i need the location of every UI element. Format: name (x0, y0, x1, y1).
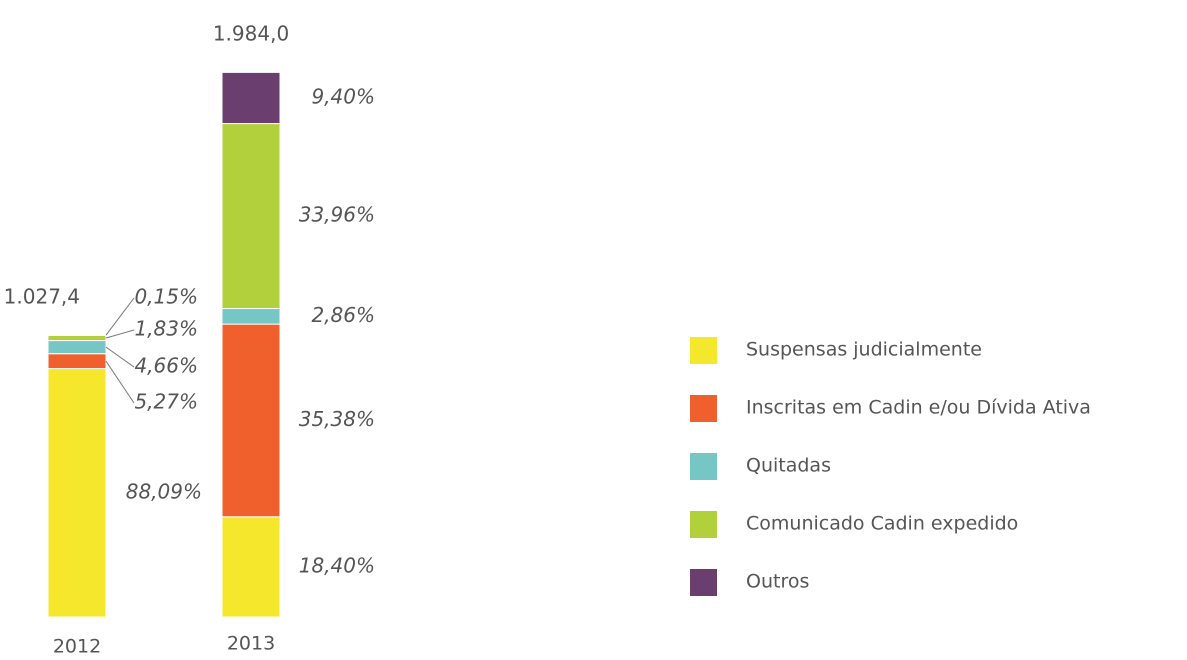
bar-segment (221, 516, 281, 618)
data-label: 1,83% (134, 317, 198, 341)
data-label: 2,86% (311, 303, 375, 327)
data-label: 0,15% (134, 285, 198, 309)
leader-line (105, 329, 135, 339)
bar-segment (47, 353, 107, 370)
leader-line (105, 297, 135, 336)
legend-label: Inscritas em Cadin e/ou Dívida Ativa (746, 397, 1091, 419)
data-label: 18,40% (299, 553, 375, 577)
legend-swatch (690, 453, 717, 480)
data-label: 5,27% (134, 390, 198, 414)
leader-line (105, 360, 135, 404)
legend-swatch (690, 511, 717, 538)
bar-segment (221, 123, 281, 310)
legend-swatch (690, 569, 717, 596)
bar-segment (47, 334, 107, 342)
data-label: 4,66% (134, 354, 198, 378)
data-label: 33,96% (299, 203, 375, 227)
legend-label: Comunicado Cadin expedido (746, 513, 1018, 535)
total-label: 1.027,4 (4, 285, 80, 309)
legend-label: Outros (746, 571, 809, 593)
data-label: 88,09% (126, 479, 202, 503)
legend-label: Quitadas (746, 455, 831, 477)
data-label: 35,38% (299, 407, 375, 431)
x-tick-label: 2012 (53, 636, 101, 658)
legend-label: Suspensas judicialmente (746, 339, 982, 361)
bar-segment (221, 71, 281, 125)
bar-segment (47, 340, 107, 355)
legend-swatch (690, 337, 717, 364)
x-tick-label: 2013 (227, 633, 275, 655)
leader-line (105, 346, 135, 368)
data-label: 9,40% (311, 84, 375, 108)
legend-swatch (690, 395, 717, 422)
bar-segment (221, 323, 281, 518)
bar-segment (221, 308, 281, 325)
total-label: 1.984,0 (213, 22, 289, 46)
bar-segment (47, 368, 107, 618)
